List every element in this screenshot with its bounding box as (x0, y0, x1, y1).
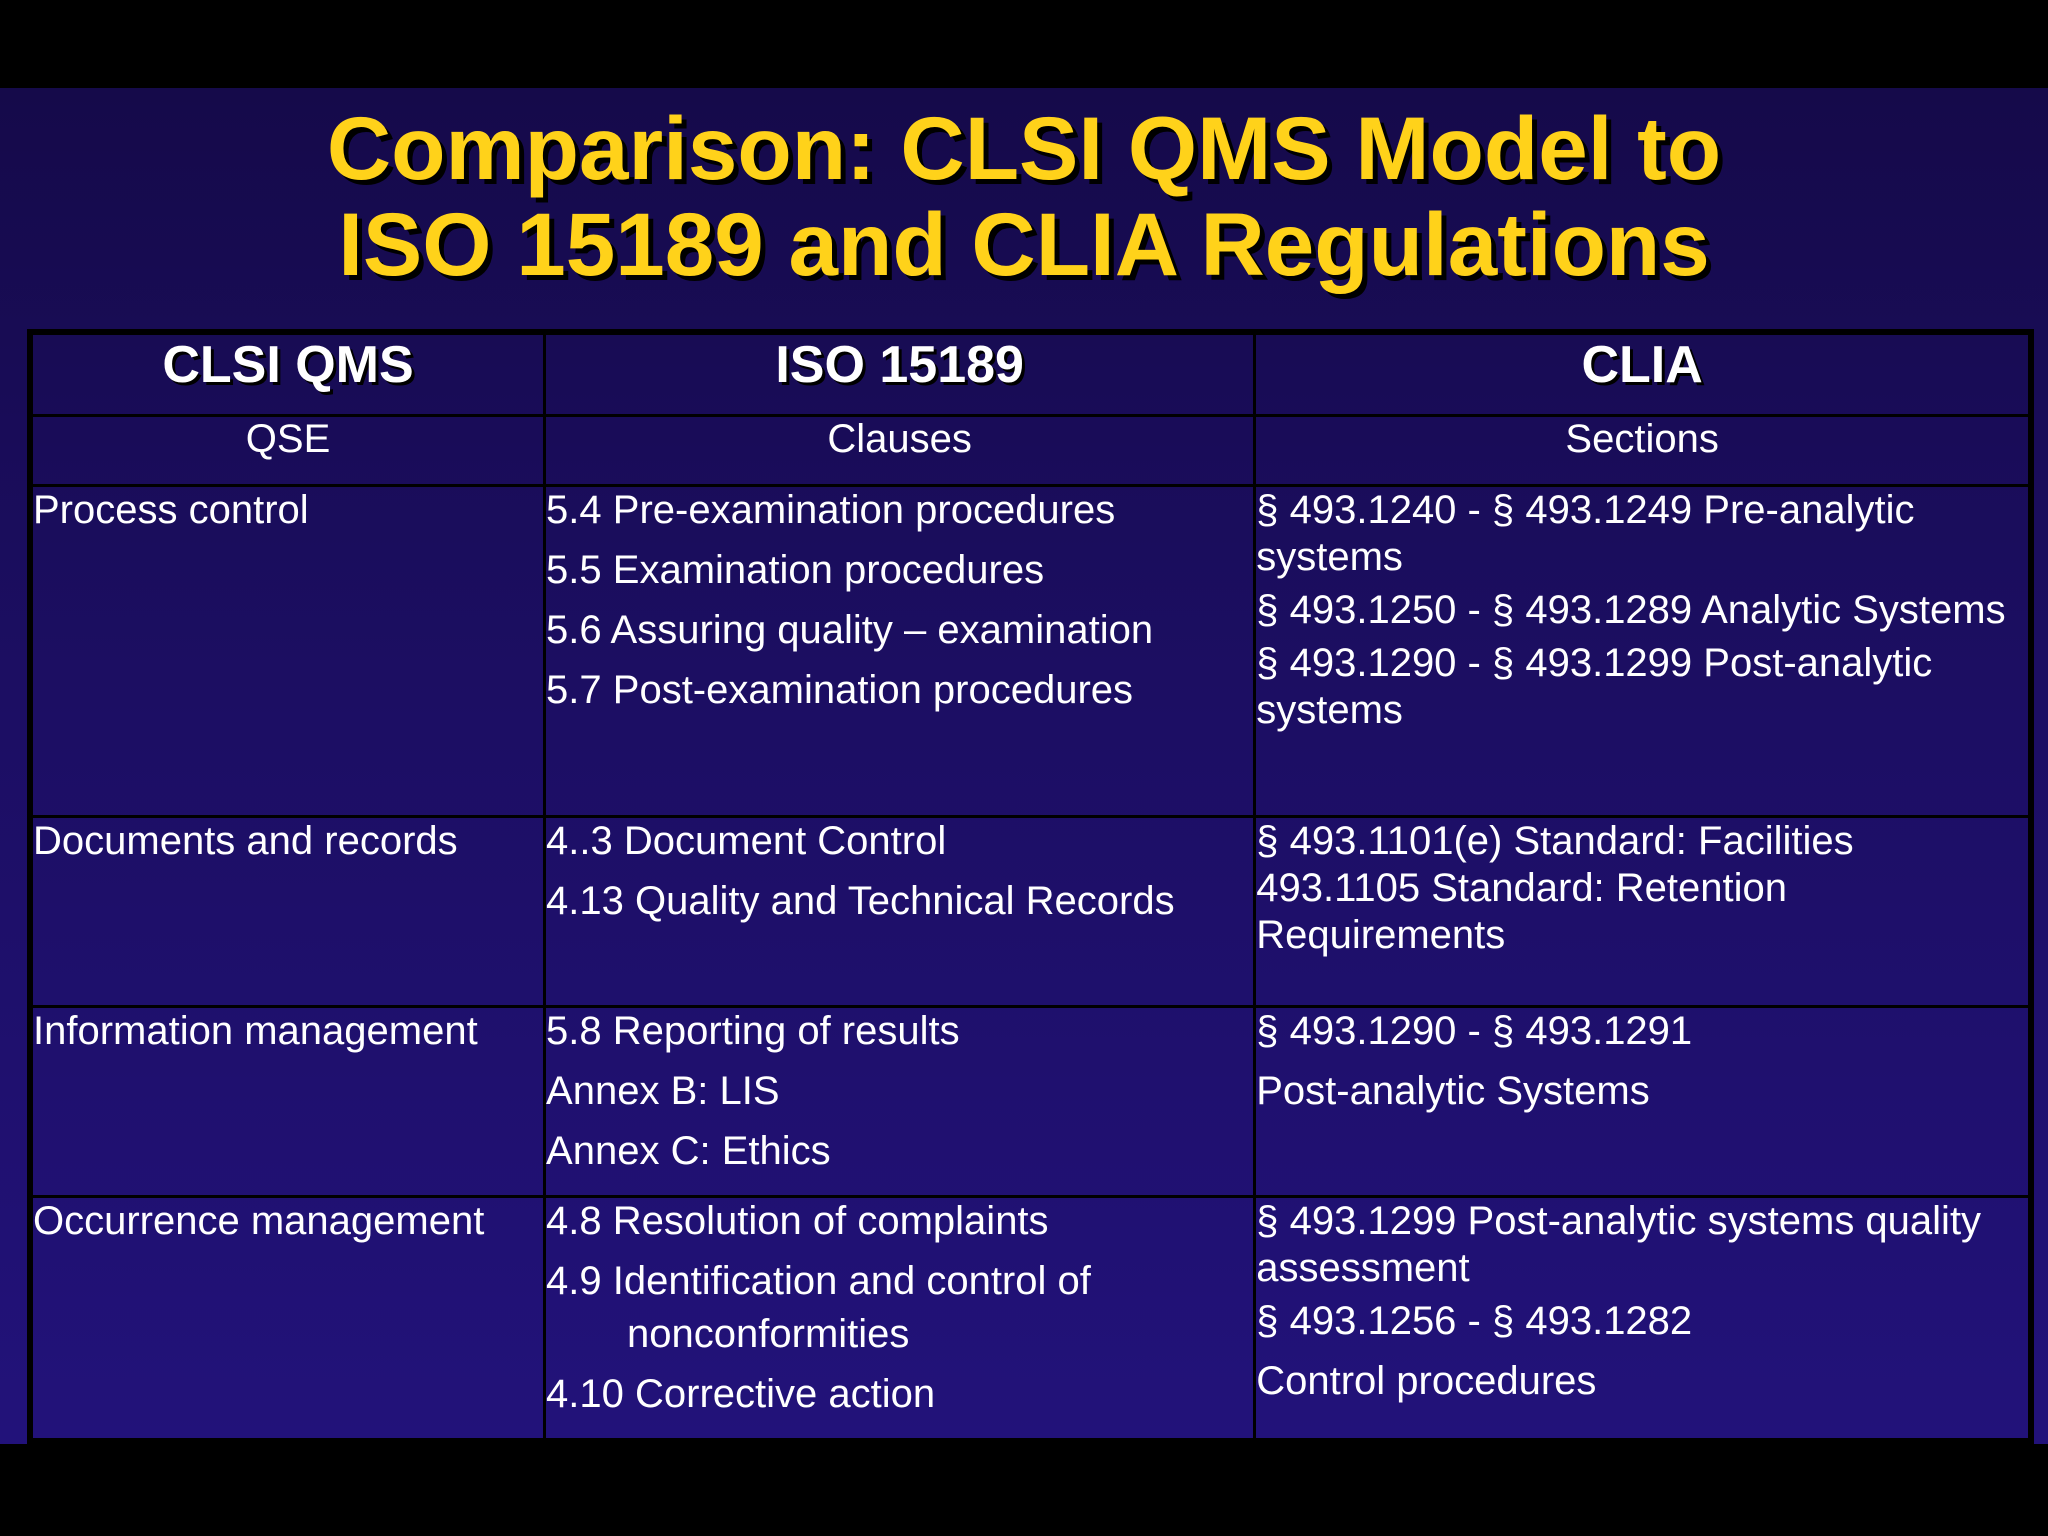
clause-item: 4.13 Quality and Technical Records (546, 879, 1175, 923)
section-item: § 493.1290 - § 493.1291 (1256, 1009, 1693, 1053)
clause-item: 4.10 Corrective action (546, 1372, 936, 1416)
clause-item: 5.8 Reporting of results (546, 1009, 960, 1053)
sections-cell: § 493.1240 - § 493.1249 Pre-analytic sys… (1253, 484, 2033, 818)
slide-title-line-2: ISO 15189 and CLIA Regulations (338, 194, 1710, 294)
section-item: Control procedures (1256, 1359, 1597, 1403)
table-row: Occurrence management 4.8 Resolution of … (28, 1195, 2033, 1443)
clause-item: Annex C: Ethics (546, 1129, 831, 1173)
table-header-row: CLSI QMS ISO 15189 CLIA (28, 330, 2033, 417)
qse-label: Information management (33, 1009, 478, 1053)
sections-cell: § 493.1299 Post-analytic systems quality… (1253, 1195, 2033, 1443)
qse-label: Process control (33, 488, 309, 532)
section-item: § 493.1250 - § 493.1289 Analytic Systems (1256, 588, 2006, 632)
section-item: Post-analytic Systems (1256, 1069, 1650, 1113)
clauses-cell: 4..3 Document Control 4.13 Quality and T… (543, 815, 1257, 1008)
clause-item: 4.9 Identification and control of (546, 1259, 1091, 1303)
table-row: Documents and records 4..3 Document Cont… (28, 815, 2033, 1008)
section-item: § 493.1240 - § 493.1249 Pre-analytic sys… (1256, 488, 1915, 579)
clause-item: 5.7 Post-examination procedures (546, 668, 1134, 712)
clause-item: 5.5 Examination procedures (546, 548, 1045, 592)
table-subheader-row: QSE Clauses Sections (28, 414, 2033, 487)
subheader-clauses: Clauses (543, 414, 1257, 487)
clause-item-continuation: nonconformities (627, 1312, 910, 1356)
clause-item: 4.8 Resolution of complaints (546, 1199, 1049, 1243)
section-item: 493.1105 Standard: Retention Requirement… (1256, 866, 1788, 957)
clause-item: 4..3 Document Control (546, 819, 947, 863)
qse-label: Documents and records (33, 819, 458, 863)
clauses-cell: 5.4 Pre-examination procedures 5.5 Exami… (543, 484, 1257, 818)
qse-cell: Documents and records (28, 815, 547, 1008)
comparison-table: CLSI QMS ISO 15189 CLIA QSE Clauses Sect… (27, 329, 2034, 1444)
table-row: Information management 5.8 Reporting of … (28, 1005, 2033, 1198)
header-clsi-qms: CLSI QMS (28, 330, 547, 417)
table-row: Process control 5.4 Pre-examination proc… (28, 484, 2033, 818)
slide-title: Comparison: CLSI QMS Model to ISO 15189 … (0, 100, 2048, 292)
header-clia: CLIA (1253, 330, 2033, 417)
subheader-sections: Sections (1253, 414, 2033, 487)
sections-cell: § 493.1101(e) Standard: Facilities 493.1… (1253, 815, 2033, 1008)
section-item: § 493.1101(e) Standard: Facilities (1256, 819, 1854, 863)
section-item: § 493.1256 - § 493.1282 (1256, 1299, 1693, 1343)
clause-item: 5.4 Pre-examination procedures (546, 488, 1116, 532)
sections-cell: § 493.1290 - § 493.1291 Post-analytic Sy… (1253, 1005, 2033, 1198)
clauses-cell: 4.8 Resolution of complaints 4.9 Identif… (543, 1195, 1257, 1443)
qse-label: Occurrence management (33, 1199, 485, 1243)
subheader-qse: QSE (28, 414, 547, 487)
section-item: § 493.1290 - § 493.1299 Post-analytic sy… (1256, 641, 1933, 732)
clause-item: 5.6 Assuring quality – examination (546, 608, 1154, 652)
qse-cell: Process control (28, 484, 547, 818)
header-iso-15189: ISO 15189 (543, 330, 1257, 417)
qse-cell: Information management (28, 1005, 547, 1198)
clauses-cell: 5.8 Reporting of results Annex B: LIS An… (543, 1005, 1257, 1198)
slide-title-line-1: Comparison: CLSI QMS Model to (326, 98, 1722, 198)
section-item: § 493.1299 Post-analytic systems quality… (1256, 1199, 1982, 1290)
clause-item: Annex B: LIS (546, 1069, 780, 1113)
qse-cell: Occurrence management (28, 1195, 547, 1443)
